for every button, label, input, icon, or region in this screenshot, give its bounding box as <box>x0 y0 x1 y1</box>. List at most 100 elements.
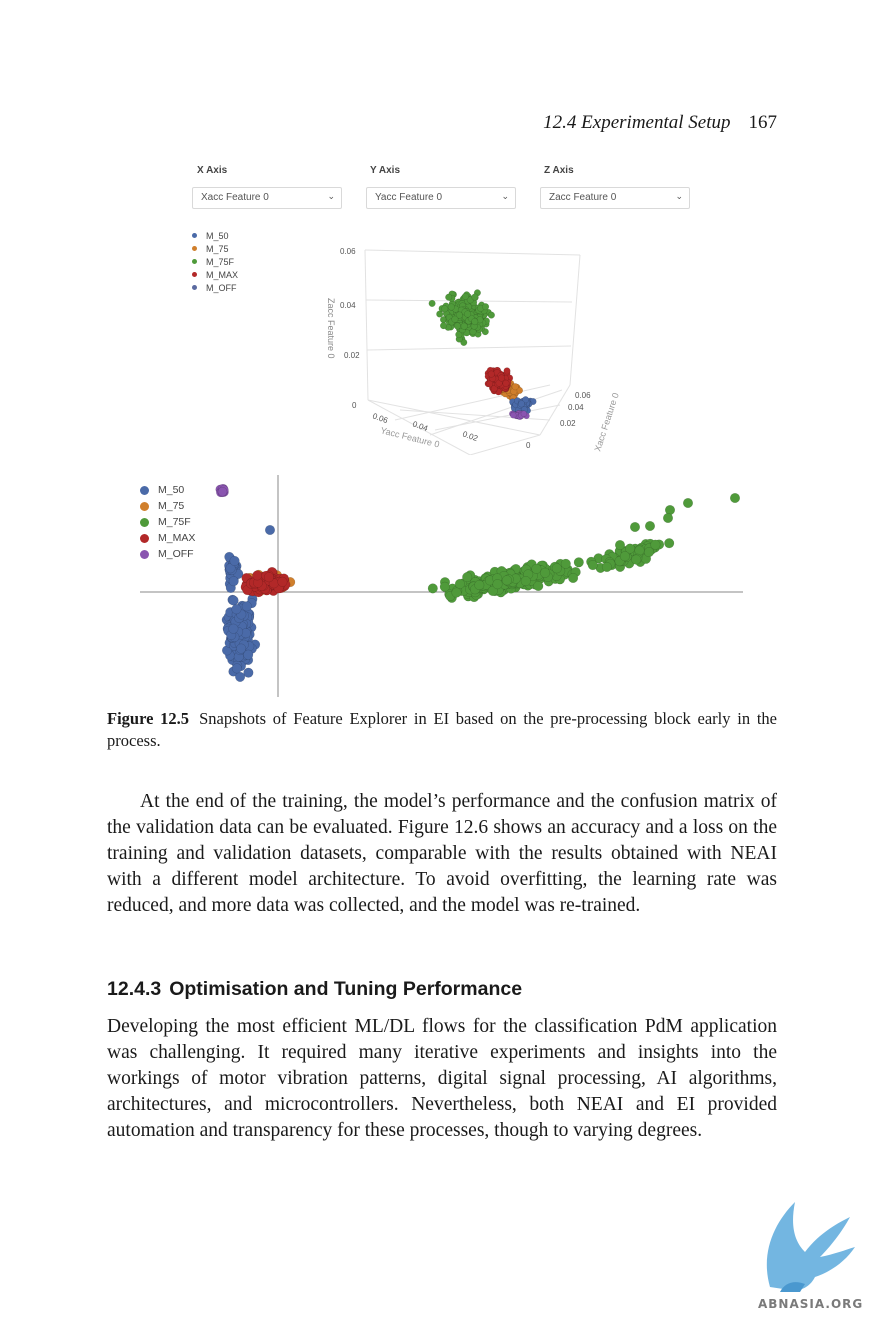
caption-text: Snapshots of Feature Explorer in EI base… <box>107 709 777 750</box>
legend-item[interactable]: M_75F <box>140 514 195 530</box>
scatter-point-m-50 <box>228 576 239 587</box>
x-axis-select[interactable]: Xacc Feature 0 ⌄ <box>192 187 342 209</box>
scatter-point-m-75f <box>460 338 468 346</box>
scatter-point-m-75f <box>630 522 641 533</box>
scatter-point-m-75f <box>471 318 479 326</box>
scatter-2d-plot[interactable] <box>140 475 745 700</box>
legend-2d: M_50 M_75 M_75F M_MAX M_OFF <box>140 482 195 562</box>
legend-label: M_75F <box>206 256 235 267</box>
legend-marker <box>140 549 149 559</box>
scatter-point-m-75f <box>520 576 531 587</box>
scatter-point-m-75f <box>644 547 655 558</box>
scatter-point-m-75f <box>531 563 542 574</box>
scatter-point-m-off <box>217 487 228 497</box>
subsection-title: Optimisation and Tuning Performance <box>169 978 523 1000</box>
page-number: 167 <box>748 112 778 133</box>
z-tick: 0.06 <box>340 247 356 256</box>
scatter-point-m-75f <box>501 575 512 586</box>
scatter-point-m-50 <box>225 563 236 574</box>
scatter-point-m-75f <box>445 293 453 301</box>
x-axis-title: Xacc Feature 0 <box>592 391 620 452</box>
scatter-point-m-75f <box>619 551 630 562</box>
scatter-3d-plot[interactable]: 0.06 0.04 0.02 0 Zacc Feature 0 0.06 0.0… <box>300 240 630 455</box>
subsection-heading: 12.4.3 Optimisation and Tuning Performanc… <box>107 978 522 1001</box>
scatter-point-m-75 <box>511 383 519 391</box>
legend-marker <box>192 285 197 290</box>
legend-label: M_MAX <box>206 269 239 280</box>
legend-item[interactable]: M_OFF <box>140 546 195 562</box>
scatter-point-m-75f <box>663 513 674 524</box>
scatter-point-m-75f <box>587 560 598 571</box>
y-tick: 0.02 <box>461 429 479 443</box>
scatter-point-m-50 <box>228 595 239 606</box>
scatter-point-m-50 <box>517 400 525 408</box>
y-tick: 0.06 <box>371 411 389 425</box>
scatter-point-m-75f <box>573 557 584 568</box>
x-tick: 0.04 <box>568 403 584 412</box>
scatter-point-m-75f <box>568 572 579 583</box>
scatter-point-m-50 <box>522 396 530 404</box>
scatter-point-m-75f <box>428 299 436 307</box>
y-axis-title: Yacc Feature 0 <box>380 425 441 449</box>
legend-label: M_OFF <box>206 282 237 293</box>
y-axis-select-value: Yacc Feature 0 <box>375 192 443 203</box>
paragraph-1: At the end of the training, the model’s … <box>107 791 777 916</box>
legend-label: M_OFF <box>158 548 194 560</box>
scatter-point-m-75f <box>560 558 571 569</box>
watermark: ABNASIA.ORG <box>750 1192 880 1322</box>
legend-item[interactable]: M_75F <box>190 255 238 268</box>
legend-item[interactable]: M_MAX <box>190 268 238 281</box>
scatter-point-m-75f <box>451 587 462 598</box>
griffin-logo-icon <box>766 1202 855 1292</box>
scatter-point-m-50 <box>229 555 240 566</box>
chevron-down-icon: ⌄ <box>327 191 335 201</box>
legend-item[interactable]: M_MAX <box>140 530 195 546</box>
scatter-point-m-75f <box>439 581 450 592</box>
scatter-point-m-75f <box>455 311 463 319</box>
legend-label: M_MAX <box>158 532 196 544</box>
chevron-down-icon: ⌄ <box>501 191 509 201</box>
scatter-point-m-75f <box>645 521 656 532</box>
paragraph-2: Developing the most efficient ML/DL flow… <box>107 1016 777 1141</box>
watermark-text: ABNASIA.ORG <box>758 1297 864 1311</box>
legend-item[interactable]: M_OFF <box>190 281 238 294</box>
scatter-point-m-75f <box>464 310 472 318</box>
legend-label: M_75 <box>158 500 185 512</box>
scatter-point-m-max <box>263 572 274 583</box>
scatter-point-m-75f <box>650 539 661 550</box>
scatter-point-m-75f <box>683 498 694 509</box>
legend-item[interactable]: M_75 <box>140 498 195 514</box>
plot3d-box <box>364 249 581 455</box>
z-axis-select[interactable]: Zacc Feature 0 ⌄ <box>540 187 690 209</box>
legend-item[interactable]: M_50 <box>140 482 195 498</box>
scatter-point-m-75f <box>601 561 612 572</box>
x-tick: 0.02 <box>560 419 576 428</box>
scatter-point-m-off <box>510 412 517 419</box>
scatter-point-m-75f <box>533 580 544 591</box>
legend-marker <box>140 501 149 511</box>
legend-label: M_50 <box>206 230 229 241</box>
scatter-point-m-75f <box>551 563 562 574</box>
figure-12-5: X Axis Xacc Feature 0 ⌄ Y Axis Yacc Feat… <box>0 150 885 710</box>
legend-label: M_75 <box>206 243 229 254</box>
x-axis-label: X Axis <box>197 165 228 176</box>
figure-caption: Figure 12.5 Snapshots of Feature Explorer… <box>107 708 777 752</box>
scatter-point-m-75f <box>625 543 636 554</box>
z-axis-title: Zacc Feature 0 <box>326 298 336 359</box>
scatter-point-m-max <box>487 370 495 378</box>
legend-item[interactable]: M_75 <box>190 242 238 255</box>
running-head-section: 12.4 Experimental Setup <box>543 112 731 133</box>
legend-3d: M_50 M_75 M_75F M_MAX M_OFF <box>190 229 238 294</box>
scatter-point-m-75f <box>631 554 642 565</box>
legend-item[interactable]: M_50 <box>190 229 238 242</box>
scatter-point-m-50 <box>231 604 242 615</box>
scatter-point-m-75f <box>492 579 503 590</box>
legend-label: M_75F <box>158 516 191 528</box>
scatter-point-m-max <box>502 379 510 387</box>
scatter-point-m-50 <box>241 601 252 612</box>
scatter-point-m-50 <box>243 667 254 678</box>
scatter-point-m-75f <box>540 567 551 578</box>
chevron-down-icon: ⌄ <box>675 191 683 201</box>
y-axis-select[interactable]: Yacc Feature 0 ⌄ <box>366 187 516 209</box>
scatter-point-m-50 <box>236 643 247 654</box>
